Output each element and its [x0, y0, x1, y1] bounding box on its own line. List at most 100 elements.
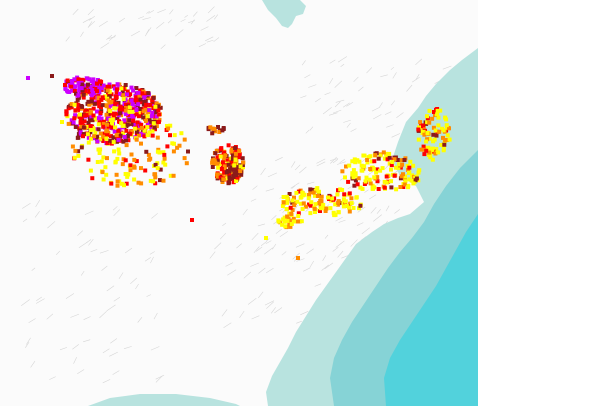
observation-square [264, 236, 268, 240]
observation-square [443, 138, 448, 143]
atlantic-ocean-deep [384, 214, 478, 406]
observation-square [140, 125, 144, 130]
observation-square [396, 165, 401, 170]
observation-square [85, 132, 90, 137]
observation-square [137, 107, 142, 111]
observation-square [287, 218, 292, 223]
observation-square [341, 204, 346, 209]
relief-stroke [169, 9, 174, 15]
observation-square [125, 122, 130, 127]
observation-square [111, 114, 116, 119]
observation-square [132, 177, 137, 182]
observation-square [353, 160, 358, 165]
observation-square [145, 114, 150, 119]
observation-square [154, 109, 159, 114]
observation-square [70, 80, 75, 85]
observation-square [114, 91, 119, 96]
observation-square [235, 175, 240, 180]
observation-square [215, 161, 220, 166]
relief-stroke [109, 351, 118, 357]
observation-square [139, 166, 143, 171]
observation-square [95, 81, 99, 86]
relief-stroke [80, 31, 84, 38]
observation-square [416, 170, 421, 175]
relief-stroke [390, 66, 395, 70]
relief-stroke [324, 234, 329, 239]
observation-square [397, 162, 402, 167]
observation-square [294, 190, 299, 195]
observation-square [146, 121, 151, 126]
observation-square [290, 208, 295, 212]
relief-stroke [59, 347, 68, 351]
relief-stroke [145, 29, 150, 37]
observation-square [351, 206, 356, 210]
map-viewport[interactable] [0, 0, 478, 406]
observation-square [409, 178, 414, 183]
relief-stroke [342, 102, 350, 108]
observation-square [72, 155, 77, 160]
relief-stroke [99, 310, 107, 319]
observation-square [93, 87, 98, 91]
observation-square [216, 165, 221, 170]
observation-square [292, 195, 296, 200]
relief-stroke [330, 156, 337, 164]
observation-square [124, 138, 128, 143]
observation-square [165, 124, 169, 128]
relief-stroke [65, 293, 75, 299]
observation-square [81, 134, 85, 139]
observation-square [324, 206, 329, 211]
observation-square [142, 128, 147, 133]
water-bodies [88, 0, 478, 406]
observation-square [400, 162, 405, 167]
observation-square [138, 100, 143, 105]
observation-square [72, 77, 77, 82]
observation-square [106, 116, 111, 121]
relief-stroke [150, 256, 154, 264]
relief-stroke [36, 296, 42, 301]
observation-square [355, 158, 360, 163]
observation-square [308, 187, 313, 192]
observation-square [444, 123, 449, 128]
observation-square [241, 165, 245, 170]
observation-square [115, 156, 120, 161]
observation-square [134, 86, 139, 91]
observation-square [88, 124, 93, 128]
observation-square [147, 108, 152, 113]
observation-square [149, 119, 154, 124]
relief-stroke [35, 298, 45, 304]
observation-square [281, 200, 286, 205]
observation-square [124, 106, 128, 111]
observation-square [154, 114, 159, 119]
observation-square [435, 112, 440, 117]
observation-square [81, 92, 86, 97]
observation-square [352, 157, 357, 162]
observation-square [76, 77, 81, 82]
relief-stroke [353, 76, 359, 83]
observation-square [336, 188, 340, 193]
observation-square [135, 120, 140, 125]
observation-square [107, 104, 112, 109]
observation-square [308, 203, 313, 208]
observation-square [375, 179, 380, 184]
observation-square [84, 76, 89, 81]
observation-square [136, 180, 141, 185]
observation-square [314, 187, 319, 192]
observation-square [296, 256, 300, 260]
observation-square [370, 183, 375, 188]
observation-square [161, 150, 166, 155]
relief-stroke [357, 206, 366, 213]
observation-square [76, 95, 81, 100]
observation-square [76, 103, 81, 108]
relief-stroke [335, 240, 345, 248]
observation-square [292, 219, 297, 224]
relief-stroke [78, 241, 89, 248]
observation-square [119, 138, 123, 143]
observation-square [281, 195, 286, 199]
observation-square [170, 141, 175, 146]
relief-stroke [258, 267, 266, 274]
relief-stroke [305, 129, 310, 134]
observation-square [236, 165, 241, 170]
observation-square [287, 222, 292, 227]
observation-square [387, 155, 392, 160]
observation-square [103, 94, 108, 99]
